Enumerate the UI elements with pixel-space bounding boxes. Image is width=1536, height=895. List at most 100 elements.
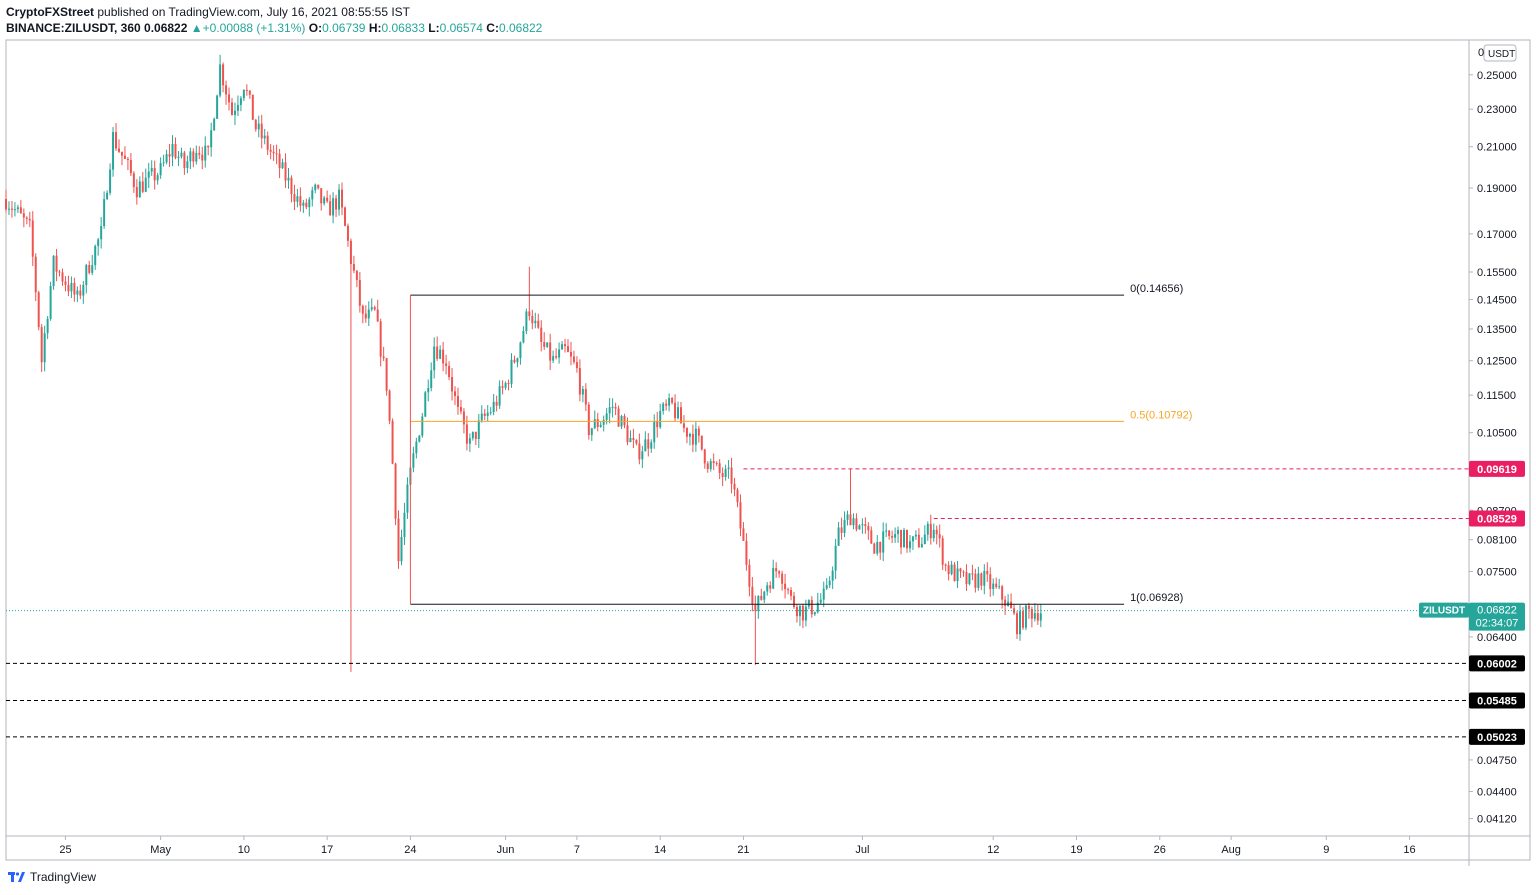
author-name[interactable]: CryptoFXStreet: [6, 5, 95, 19]
candle-body: [766, 585, 769, 592]
candle: [364, 305, 367, 323]
candle-body: [445, 363, 448, 366]
footer: TradingView: [8, 870, 96, 884]
price-chart[interactable]: USDT 0 0.25000 0.23000 0.21000 0.19000 0.17000…: [0, 0, 1536, 866]
candle-body: [1010, 601, 1013, 609]
candle-body: [1036, 613, 1039, 621]
candle-body: [427, 387, 430, 393]
candle-body: [834, 545, 837, 571]
candle-body: [891, 535, 894, 538]
candle: [691, 424, 694, 453]
candle: [49, 281, 52, 321]
fib-level-label: 0.5(0.10792): [1130, 409, 1192, 421]
last-price-box: [1469, 602, 1525, 631]
candle: [183, 150, 186, 175]
candle: [445, 354, 448, 375]
candle-body: [498, 386, 501, 406]
candle: [656, 411, 659, 438]
candle: [338, 184, 341, 216]
candle: [567, 339, 570, 353]
candle-body: [1030, 608, 1033, 619]
candle: [296, 188, 299, 208]
candle-body: [489, 412, 492, 414]
candle: [935, 525, 938, 545]
candle: [165, 149, 168, 165]
candle: [67, 275, 70, 297]
candle-body: [269, 149, 272, 152]
candle: [923, 525, 926, 545]
candle-body: [400, 536, 403, 562]
candle: [341, 182, 344, 216]
candle: [739, 494, 742, 537]
candle: [427, 379, 430, 402]
candle-body: [22, 213, 25, 218]
up-arrow-icon: ▲: [190, 21, 203, 35]
candle: [929, 514, 932, 545]
level-price-tag: 0.05023: [1469, 728, 1525, 745]
candle-body: [275, 153, 278, 155]
candle-body: [1018, 611, 1021, 635]
candle: [147, 162, 150, 189]
candle: [977, 566, 980, 591]
candle: [1016, 610, 1019, 640]
candle: [810, 596, 813, 618]
candle-body: [929, 523, 932, 539]
candle-body: [222, 64, 225, 86]
candle: [103, 191, 106, 229]
candle-body: [605, 413, 608, 420]
candle: [840, 517, 843, 540]
tradingview-logo-icon: [8, 872, 25, 882]
candle: [578, 359, 581, 402]
candle: [299, 187, 302, 212]
candle-body: [186, 161, 189, 168]
candle-body: [668, 398, 671, 406]
candle: [421, 412, 424, 438]
candle-body: [480, 413, 483, 421]
candle: [855, 513, 858, 532]
candle: [489, 407, 492, 416]
candle: [572, 350, 575, 365]
candle: [376, 299, 379, 322]
candle-body: [19, 207, 22, 214]
candle: [40, 324, 43, 373]
candle-body: [745, 540, 748, 565]
candle-body: [516, 358, 519, 363]
candle-body: [153, 168, 156, 181]
candle-body: [471, 431, 474, 439]
candle-body: [653, 421, 656, 443]
candle-body: [760, 595, 763, 600]
candle: [352, 255, 355, 274]
candle-body: [751, 586, 754, 605]
candle: [733, 477, 736, 497]
candle-body: [257, 123, 260, 130]
candle-body: [992, 583, 995, 589]
candle: [1039, 604, 1042, 628]
candle: [908, 534, 911, 553]
candle-body: [941, 538, 944, 565]
candle-body: [31, 220, 34, 257]
candle-body: [590, 428, 593, 436]
level-tag-label: 0.09619: [1477, 464, 1517, 476]
candle-body: [183, 152, 186, 168]
candle: [662, 402, 665, 415]
candle-body: [861, 524, 864, 526]
candle: [537, 313, 540, 329]
candle-body: [329, 201, 332, 216]
footer-brand[interactable]: TradingView: [30, 870, 97, 884]
candle: [528, 266, 531, 321]
candle-body: [614, 406, 617, 409]
candle-body: [888, 530, 891, 536]
candle-body: [858, 525, 861, 530]
price-tick-label: 0.11500: [1477, 390, 1516, 402]
candle-body: [998, 586, 1001, 588]
candle: [888, 529, 891, 540]
candle-body: [106, 192, 109, 200]
candle: [798, 605, 801, 626]
candle: [608, 398, 611, 424]
candle: [1030, 606, 1033, 628]
candle: [885, 523, 888, 538]
candle: [671, 396, 674, 405]
candle: [525, 308, 528, 335]
candle: [370, 298, 373, 312]
candle: [34, 253, 37, 302]
